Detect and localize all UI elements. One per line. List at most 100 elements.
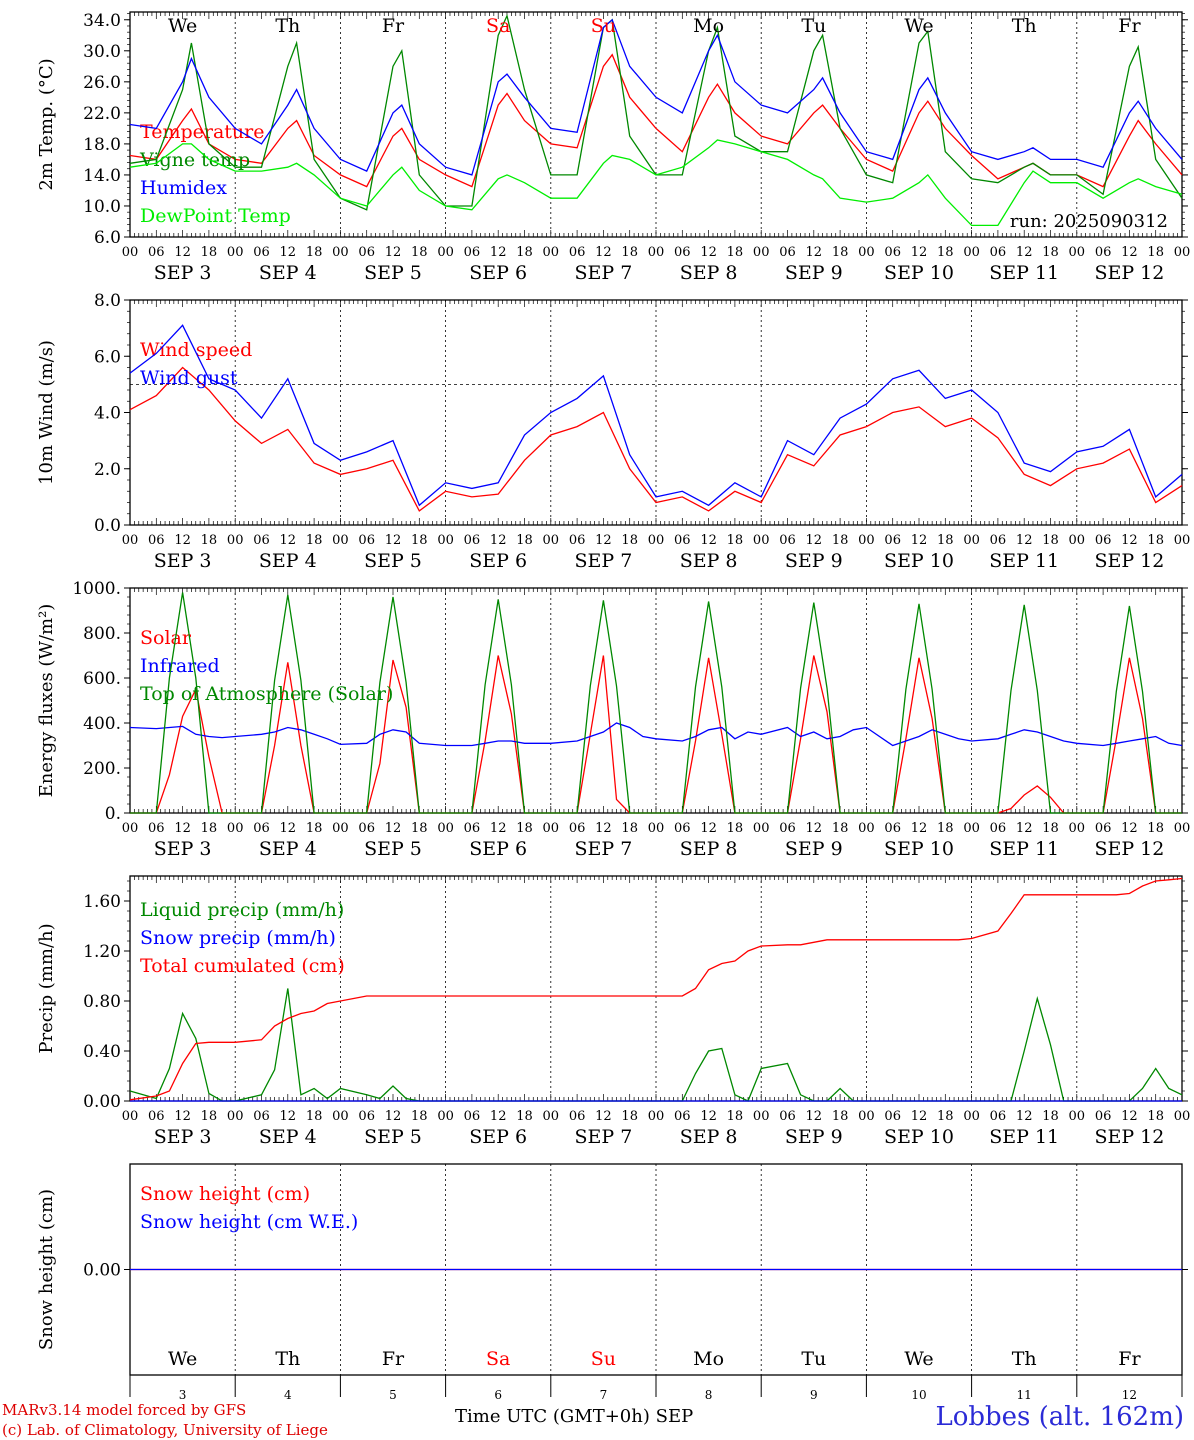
panel-4-y-tick-label: 0.40: [83, 1042, 121, 1062]
panel-2-date-label: SEP 6: [469, 550, 527, 572]
panel-1-hour-label: 12: [806, 245, 823, 260]
panel-2-hour-label: 12: [385, 533, 402, 548]
panel-1-hour-label: 06: [253, 245, 270, 260]
panel-2-hour-label: 12: [806, 533, 823, 548]
panel-2-hour-label: 00: [858, 533, 875, 548]
panel-2-hour-label: 06: [569, 533, 586, 548]
panel-3-date-label: SEP 12: [1094, 838, 1164, 860]
panel-3-date-label: SEP 11: [989, 838, 1059, 860]
panel-1-hour-label: 18: [937, 245, 954, 260]
panel-4-hour-label: 12: [490, 1109, 507, 1124]
bottom-day-number: 10: [911, 1388, 926, 1402]
panel-3-y-tick-label: 400.: [83, 714, 121, 734]
panel-1-date-label: SEP 4: [259, 262, 317, 284]
panel-3-hour-label: 00: [1069, 821, 1086, 836]
panel-2-hour-label: 18: [1147, 533, 1164, 548]
panel-2-legend-2: Wind gust: [140, 367, 238, 389]
panel-4-hour-label: 06: [253, 1109, 270, 1124]
panel-1-hour-label: 06: [990, 245, 1007, 260]
panel-4-date-label: SEP 3: [154, 1126, 212, 1148]
panel-1-hour-label: 06: [148, 245, 165, 260]
panel-3-hour-label: 12: [700, 821, 717, 836]
panel-2-hour-label: 18: [621, 533, 638, 548]
panel-1-hour-label: 06: [884, 245, 901, 260]
panel-2-y-tick-label: 4.0: [94, 404, 121, 424]
panel-3-hour-label: 18: [621, 821, 638, 836]
top-day-label: We: [168, 15, 197, 37]
panel-4-hour-label: 00: [227, 1109, 244, 1124]
panel-4-hour-label: 12: [806, 1109, 823, 1124]
bottom-day-number: 8: [705, 1388, 713, 1402]
bottom-day-number: 5: [389, 1388, 397, 1402]
panel-1-hour-label: 18: [832, 245, 849, 260]
panel-2-y-tick-label: 0.0: [94, 516, 121, 536]
panel-4-hour-label: 18: [306, 1109, 323, 1124]
panel-4-y-axis-label: Precip (mm/h): [36, 923, 57, 1053]
panel-2-hour-label: 00: [332, 533, 349, 548]
panel-1-y-tick-label: 6.0: [94, 228, 121, 248]
panel-3-hour-label: 18: [1147, 821, 1164, 836]
panel-4-date-label: SEP 7: [574, 1126, 632, 1148]
panel-1-hour-label: 00: [1069, 245, 1086, 260]
bottom-day-number: 7: [600, 1388, 608, 1402]
panel-3-y-tick-label: 200.: [83, 759, 121, 779]
panel-4-hour-label: 12: [385, 1109, 402, 1124]
panel-3-date-label: SEP 4: [259, 838, 317, 860]
station-label: Lobbes (alt. 162m): [935, 1402, 1184, 1432]
panel-1-legend-3: Humidex: [140, 177, 227, 199]
panel-3-hour-label: 12: [1121, 821, 1138, 836]
panel-4-hour-label: 18: [201, 1109, 218, 1124]
panel-3-hour-label: 18: [1042, 821, 1059, 836]
panel-4-legend-3: Total cumulated (cm): [140, 955, 345, 977]
panel-1-hour-label: 18: [1042, 245, 1059, 260]
panel-2-hour-label: 18: [1042, 533, 1059, 548]
top-day-label: Mo: [693, 15, 724, 37]
panel-2-hour-label: 12: [700, 533, 717, 548]
x-axis-title: Time UTC (GMT+0h) SEP: [455, 1406, 694, 1427]
panel-1-hour-label: 12: [174, 245, 191, 260]
panel-1-y-tick-label: 26.0: [83, 73, 121, 93]
panel-3-hour-label: 18: [937, 821, 954, 836]
panel-3-hour-label: 18: [832, 821, 849, 836]
panel-4-hour-label: 18: [727, 1109, 744, 1124]
panel-1-hour-label: 12: [280, 245, 297, 260]
panel-2-hour-label: 06: [779, 533, 796, 548]
panel-2-hour-label: 12: [1016, 533, 1033, 548]
panel-1-series-4: [129, 139, 1183, 227]
panel-4-y-tick-label: 0.00: [83, 1092, 121, 1112]
top-day-label: Th: [275, 15, 300, 37]
panel-2-date-label: SEP 9: [785, 550, 843, 572]
panel-1-hour-label: 06: [1095, 245, 1112, 260]
bottom-day-label: Sa: [486, 1348, 510, 1370]
panel-4-hour-label: 00: [753, 1109, 770, 1124]
panel-4-hour-label: 00: [963, 1109, 980, 1124]
panel-1-hour-label: 12: [385, 245, 402, 260]
panel-2-series-2: [129, 324, 1183, 507]
panel-1-date-label: SEP 5: [364, 262, 422, 284]
panel-1-series-3: [129, 18, 1183, 176]
panel-4-date-label: SEP 9: [785, 1126, 843, 1148]
panel-3-legend-3: Top of Atmosphere (Solar): [140, 683, 393, 705]
panel-3-y-tick-label: 1000.: [72, 579, 121, 599]
panel-4-legend-2: Snow precip (mm/h): [140, 927, 336, 949]
panel-1-hour-label: 12: [700, 245, 717, 260]
bottom-day-number: 6: [494, 1388, 502, 1402]
panel-2-hour-label: 06: [674, 533, 691, 548]
panel-3-hour-label: 12: [1016, 821, 1033, 836]
top-day-label: Tu: [801, 15, 826, 37]
bottom-day-number: 11: [1017, 1388, 1032, 1402]
panel-2-date-label: SEP 5: [364, 550, 422, 572]
panel-3-hour-label: 00: [227, 821, 244, 836]
panel-3-hour-label: 06: [253, 821, 270, 836]
bottom-day-label: Th: [1012, 1348, 1037, 1370]
run-label: run: 2025090312: [1010, 211, 1168, 232]
panel-1-y-tick-label: 30.0: [83, 42, 121, 62]
panel-4-hour-label: 00: [858, 1109, 875, 1124]
panel-1-date-label: SEP 3: [154, 262, 212, 284]
top-day-label: Sa: [486, 15, 510, 37]
panel-2-hour-label: 00: [227, 533, 244, 548]
panel-2-hour-label: 18: [937, 533, 954, 548]
top-day-label: Su: [591, 15, 616, 37]
top-day-label: Th: [1012, 15, 1037, 37]
panel-4-date-label: SEP 4: [259, 1126, 317, 1148]
